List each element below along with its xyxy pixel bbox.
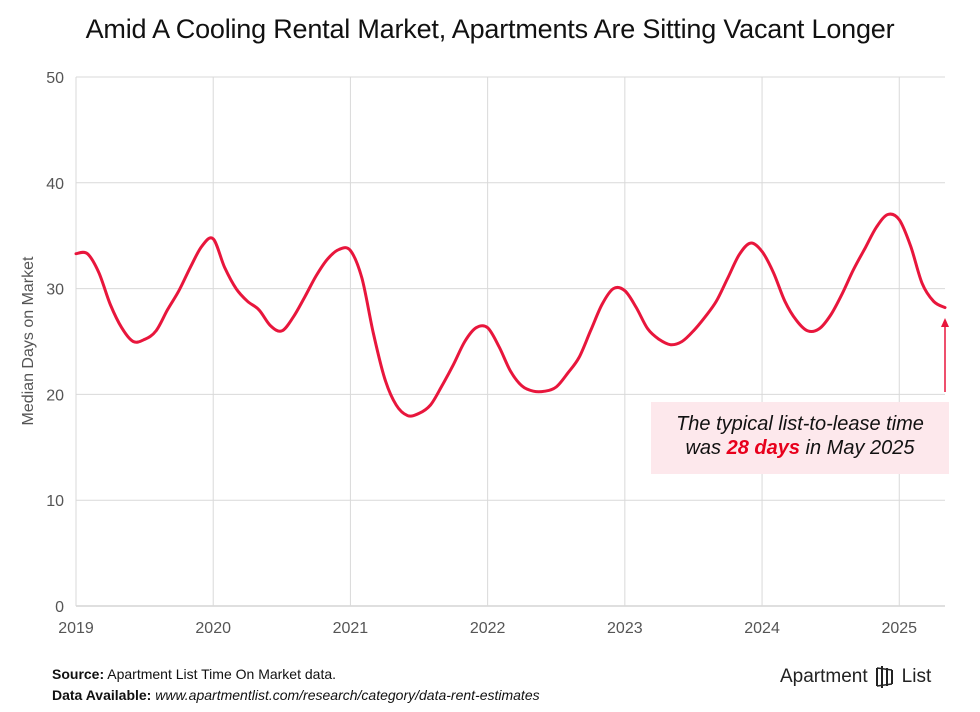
annotation-highlight: 28 days: [726, 437, 800, 459]
y-tick-labels: 0 10 20 30 40 50: [46, 70, 64, 616]
annotation-line1: The typical list-to-lease time: [676, 413, 924, 435]
source-note: Source: Apartment List Time On Market da…: [52, 666, 337, 682]
x-tick-label: 2021: [333, 620, 369, 637]
series-line: [74, 212, 947, 418]
y-tick-label: 50: [46, 70, 64, 87]
annotation-box: The typical list-to-lease time was 28 da…: [651, 402, 949, 474]
y-axis-label: Median Days on Market: [20, 256, 37, 426]
chart-title: Amid A Cooling Rental Market, Apartments…: [85, 14, 895, 44]
logo-word-1: Apartment: [780, 666, 868, 687]
x-tick-label: 2022: [470, 620, 506, 637]
x-tick-labels: 2019 2020 2021 2022 2023 2024 2025: [58, 620, 917, 637]
y-tick-label: 0: [55, 599, 64, 616]
data-available-note: Data Available: www.apartmentlist.com/re…: [52, 687, 540, 703]
y-tick-label: 30: [46, 282, 64, 299]
y-tick-label: 40: [46, 176, 64, 193]
y-tick-label: 10: [46, 493, 64, 510]
x-tick-label: 2019: [58, 620, 94, 637]
annotation-arrow: [941, 318, 949, 392]
logo-word-2: List: [901, 666, 932, 687]
x-tick-label: 2025: [881, 620, 917, 637]
x-tick-label: 2020: [195, 620, 231, 637]
x-tick-label: 2023: [607, 620, 643, 637]
x-tick-label: 2024: [744, 620, 780, 637]
data-url-link[interactable]: www.apartmentlist.com/research/category/…: [155, 687, 540, 703]
apartment-list-logo: Apartment List: [780, 664, 931, 690]
logo-mark-icon: [875, 666, 893, 688]
gridlines: [75, 76, 945, 607]
y-tick-label: 20: [46, 387, 64, 404]
annotation-line2: was 28 days in May 2025: [685, 437, 915, 459]
